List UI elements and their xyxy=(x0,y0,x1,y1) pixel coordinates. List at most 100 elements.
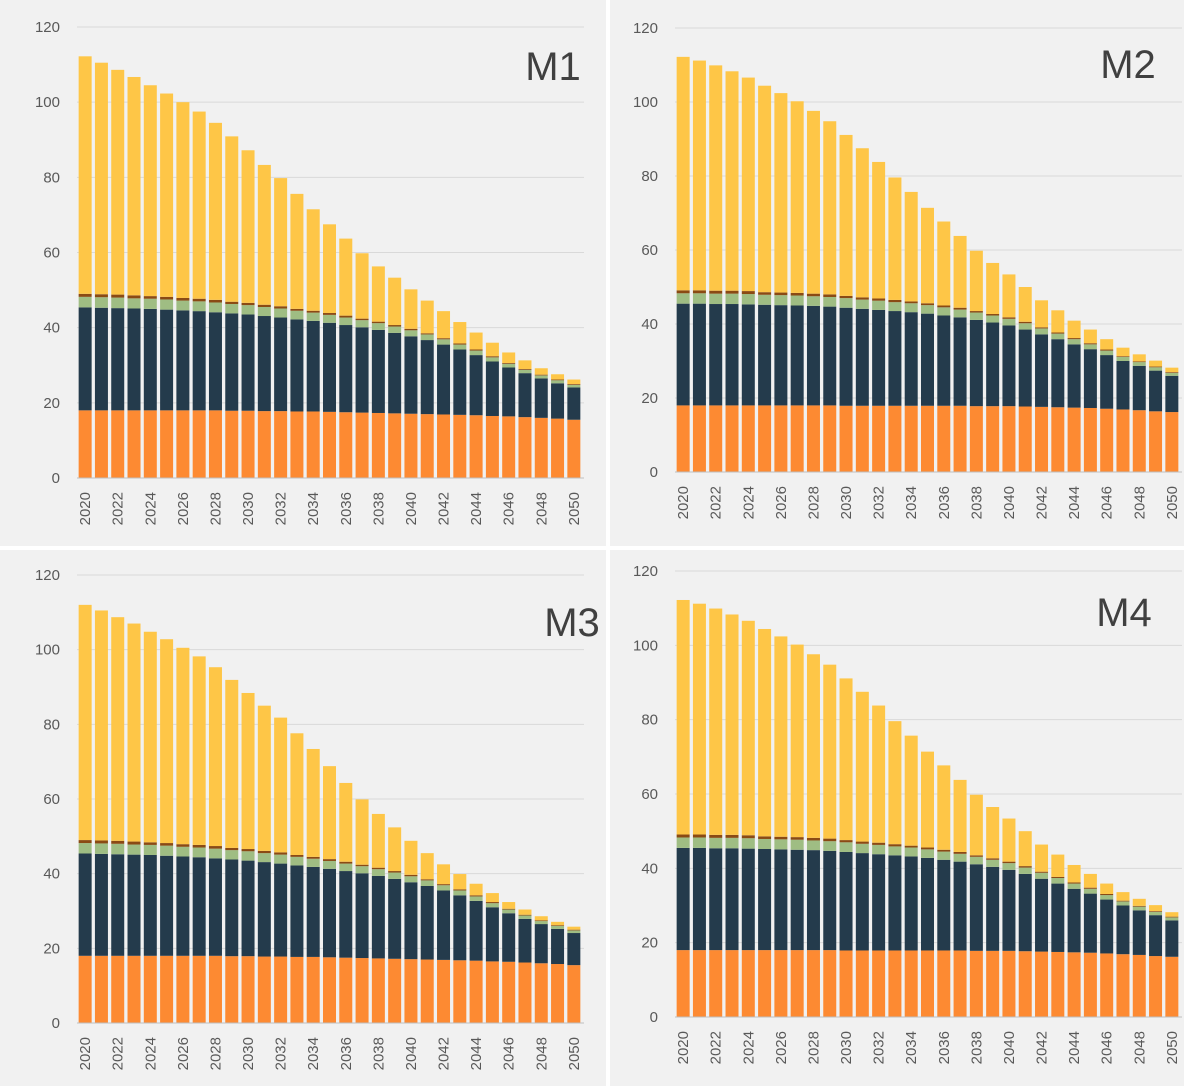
bar-segment-yellow-2044 xyxy=(469,332,483,350)
bar-segment-orange-2038 xyxy=(371,412,385,478)
bar-segment-green-2026 xyxy=(774,839,788,850)
x-tick-label: 2040 xyxy=(1001,486,1018,519)
bar-segment-navy-2032 xyxy=(274,863,288,957)
bar-segment-brown-2044 xyxy=(469,349,483,351)
bar-segment-orange-2048 xyxy=(1132,410,1146,472)
bar-segment-yellow-2038 xyxy=(371,266,385,322)
bar-segment-orange-2026 xyxy=(774,405,788,472)
bar-segment-yellow-2023 xyxy=(725,614,739,835)
bar-segment-brown-2043 xyxy=(1051,876,1065,878)
bar-segment-yellow-2021 xyxy=(692,603,706,835)
bar-segment-orange-2032 xyxy=(872,950,886,1017)
bar-segment-orange-2023 xyxy=(725,950,739,1017)
bar-segment-orange-2049 xyxy=(551,418,565,478)
bar-segment-orange-2046 xyxy=(502,416,516,478)
bar-segment-green-2031 xyxy=(257,306,271,317)
bar-segment-navy-2038 xyxy=(371,329,385,413)
bar-segment-green-2027 xyxy=(192,847,206,858)
bar-segment-green-2023 xyxy=(725,837,739,849)
x-tick-label: 2046 xyxy=(501,492,518,525)
bar-segment-yellow-2047 xyxy=(518,909,532,915)
x-tick-label: 2034 xyxy=(305,1037,322,1070)
bar-segment-navy-2036 xyxy=(937,859,951,951)
bar-segment-yellow-2024 xyxy=(741,620,755,836)
bar-segment-yellow-2026 xyxy=(774,636,788,837)
bar-segment-green-2045 xyxy=(1083,888,1097,894)
bar-segment-navy-2025 xyxy=(160,309,174,411)
x-tick-label: 2048 xyxy=(533,492,550,525)
bar-segment-green-2039 xyxy=(986,315,1000,323)
bar-segment-brown-2031 xyxy=(257,850,271,854)
bar-segment-orange-2038 xyxy=(371,958,385,1023)
bar-segment-yellow-2020 xyxy=(78,604,92,841)
bar-segment-yellow-2042 xyxy=(437,864,451,885)
bar-segment-navy-2028 xyxy=(806,850,820,951)
x-tick-label: 2048 xyxy=(1131,486,1148,519)
bar-segment-brown-2025 xyxy=(758,292,772,295)
bar-segment-orange-2044 xyxy=(1067,952,1081,1017)
x-tick-label: 2032 xyxy=(871,486,888,519)
bar-segment-brown-2034 xyxy=(306,856,320,859)
bar-segment-yellow-2046 xyxy=(1100,883,1114,894)
bar-segment-yellow-2022 xyxy=(111,69,125,295)
bar-segment-yellow-2046 xyxy=(1100,339,1114,350)
bar-segment-orange-2050 xyxy=(567,419,581,478)
bar-segment-brown-2050 xyxy=(1165,372,1179,373)
bar-segment-brown-2033 xyxy=(888,844,902,847)
bar-segment-green-2025 xyxy=(758,294,772,305)
y-tick-label: 0 xyxy=(650,464,658,481)
bar-segment-brown-2046 xyxy=(1100,349,1114,351)
bar-segment-brown-2028 xyxy=(208,846,222,849)
x-tick-label: 2040 xyxy=(403,1037,420,1070)
bar-segment-orange-2042 xyxy=(437,959,451,1023)
bar-segment-navy-2029 xyxy=(225,859,239,957)
bar-segment-brown-2048 xyxy=(1132,361,1146,363)
bar-segment-yellow-2046 xyxy=(502,902,516,909)
bar-segment-orange-2036 xyxy=(937,950,951,1017)
bar-segment-yellow-2031 xyxy=(257,705,271,851)
bar-segment-orange-2031 xyxy=(257,411,271,478)
bar-segment-navy-2040 xyxy=(404,336,418,414)
bar-segment-brown-2048 xyxy=(534,920,548,922)
bar-segment-navy-2026 xyxy=(176,856,190,956)
x-tick-label: 2030 xyxy=(240,1037,257,1070)
bar-segment-brown-2049 xyxy=(1149,911,1163,912)
x-tick-label: 2044 xyxy=(1066,1031,1083,1064)
bar-segment-brown-2032 xyxy=(872,842,886,845)
bar-segment-navy-2048 xyxy=(534,924,548,964)
x-tick-label: 2024 xyxy=(142,492,159,525)
bar-segment-green-2035 xyxy=(920,305,934,314)
y-tick-label: 80 xyxy=(641,712,658,729)
bar-segment-brown-2032 xyxy=(872,298,886,301)
bar-segment-navy-2049 xyxy=(551,928,565,965)
bar-segment-brown-2021 xyxy=(94,840,108,844)
bar-segment-orange-2049 xyxy=(1149,411,1163,472)
y-tick-label: 100 xyxy=(35,642,60,659)
bar-segment-navy-2043 xyxy=(1051,339,1065,408)
bar-segment-green-2021 xyxy=(94,297,108,308)
x-tick-label: 2030 xyxy=(240,492,257,525)
bar-segment-orange-2032 xyxy=(274,411,288,478)
x-tick-label: 2038 xyxy=(370,492,387,525)
bar-segment-orange-2029 xyxy=(823,950,837,1017)
bar-segment-orange-2048 xyxy=(534,417,548,478)
bar-segment-yellow-2040 xyxy=(404,289,418,329)
bar-segment-navy-2028 xyxy=(208,312,222,411)
bar-segment-orange-2029 xyxy=(823,405,837,472)
bar-segment-brown-2037 xyxy=(953,307,967,310)
bar-segment-yellow-2037 xyxy=(355,799,369,865)
bar-segment-green-2026 xyxy=(176,300,190,311)
bar-segment-green-2028 xyxy=(806,296,820,306)
bar-segment-yellow-2036 xyxy=(339,782,353,862)
bar-segment-green-2029 xyxy=(225,850,239,860)
bar-segment-orange-2021 xyxy=(94,955,108,1023)
bar-segment-navy-2027 xyxy=(790,305,804,406)
bar-segment-green-2037 xyxy=(355,320,369,328)
bar-segment-brown-2030 xyxy=(839,840,853,843)
bar-segment-orange-2032 xyxy=(274,956,288,1023)
bar-segment-green-2036 xyxy=(339,863,353,872)
bar-segment-brown-2023 xyxy=(725,834,739,838)
x-tick-label: 2042 xyxy=(436,492,453,525)
